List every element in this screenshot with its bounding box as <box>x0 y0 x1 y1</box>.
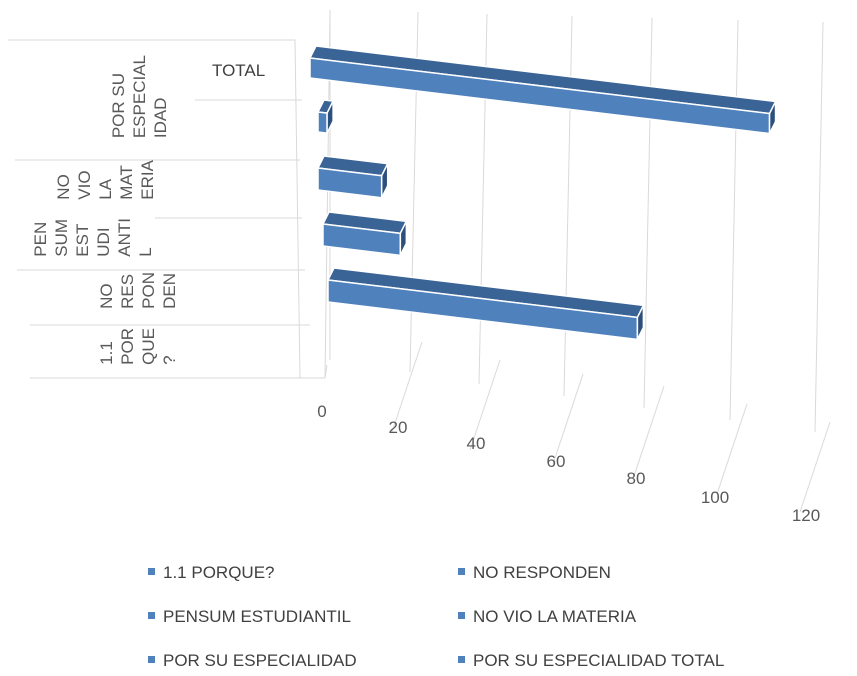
gridline <box>799 421 831 513</box>
legend-swatch <box>148 568 155 576</box>
gridline <box>391 341 423 433</box>
x-tick-label: 100 <box>701 488 729 507</box>
bars <box>308 45 777 341</box>
x-tick-label: 60 <box>547 452 566 471</box>
bar-end <box>768 101 777 134</box>
gridline <box>814 21 824 433</box>
gridline <box>633 385 665 477</box>
x-tick-label: 120 <box>792 506 820 525</box>
bar-end <box>399 221 408 256</box>
gridline <box>469 359 501 451</box>
x-tick-labels: 0 20 40 60 80 100 120 <box>317 402 820 525</box>
category-label-pensum: PEN SUM EST UDI ANTI L <box>31 218 155 257</box>
bar-end <box>636 305 645 340</box>
x-tick-label: 80 <box>627 469 646 488</box>
legend-label: PENSUM ESTUDIANTIL <box>163 607 351 626</box>
legend-item: 1.1 PORQUE? <box>148 563 275 583</box>
x-tick-label: 0 <box>317 402 326 421</box>
category-label-porque: 1.1 POR QUE ? <box>97 328 179 365</box>
category-label-total: TOTAL <box>212 61 266 80</box>
legend-label: 1.1 PORQUE? <box>163 563 275 582</box>
bar <box>316 155 389 199</box>
x-axis-line <box>30 364 328 379</box>
legend-label: NO RESPONDEN <box>473 563 611 582</box>
legend-label: POR SU ESPECIALIDAD TOTAL <box>473 651 725 670</box>
legend-item: POR SU ESPECIALIDAD TOTAL <box>458 651 724 671</box>
legend-swatch <box>458 612 465 620</box>
category-label-no-responden: NO RES PON DEN <box>97 272 179 309</box>
x-tick-label: 40 <box>467 434 486 453</box>
legend-swatch <box>458 568 465 576</box>
x-tick-label: 20 <box>389 418 408 437</box>
gridline <box>729 19 739 421</box>
bar-end <box>380 163 389 199</box>
bar-end <box>326 100 334 134</box>
gridline <box>563 15 573 397</box>
bar <box>326 267 645 341</box>
bar <box>316 99 335 134</box>
gridline <box>643 17 653 409</box>
legend-item: PENSUM ESTUDIANTIL <box>148 607 351 627</box>
category-dividers <box>8 39 310 379</box>
legend-item: NO RESPONDEN <box>458 563 611 583</box>
legend-label: POR SU ESPECIALIDAD <box>163 651 357 670</box>
bar <box>308 45 777 135</box>
legend-item: POR SU ESPECIALIDAD <box>148 651 357 671</box>
legend-swatch <box>148 612 155 620</box>
category-label-no-vio: NO VIO LA MAT ERIA <box>54 160 157 200</box>
gridline <box>716 403 748 495</box>
legend-swatch <box>148 656 155 664</box>
legend-item: NO VIO LA MATERIA <box>458 607 636 627</box>
legend-label: NO VIO LA MATERIA <box>473 607 637 626</box>
legend-swatch <box>458 656 465 664</box>
category-label-especialidad: POR SU ESPECIAL IDAD <box>109 55 170 139</box>
category-divider <box>8 39 301 379</box>
bar-front <box>317 111 328 134</box>
bar <box>321 211 408 257</box>
gridline <box>552 373 584 465</box>
